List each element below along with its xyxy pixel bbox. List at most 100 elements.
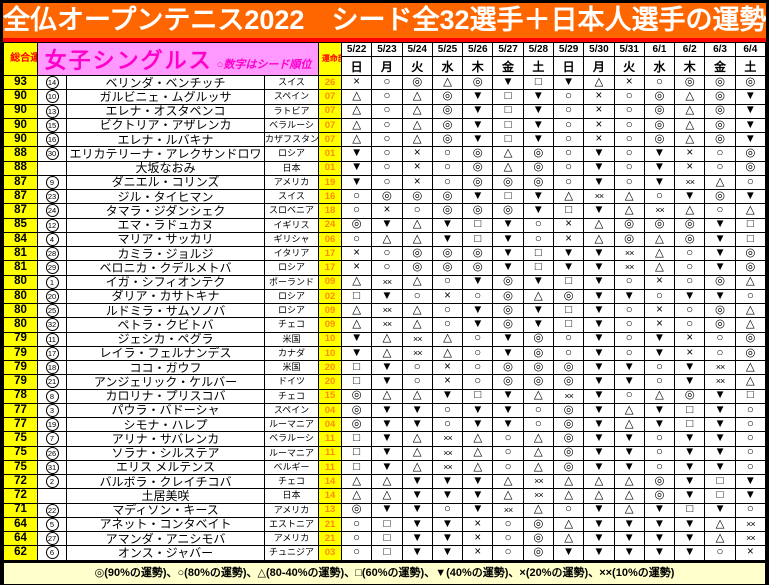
fortune-cell: ○ (341, 516, 373, 533)
fortune-cell: × (401, 160, 433, 176)
fortune-cell: ○ (522, 231, 554, 248)
country-cell: スロベニア (263, 203, 320, 219)
fortune-cell: △ (734, 302, 767, 319)
table-row: 71 22 マディソン・キース アメリカ 13 ◎ ▼ ▼ ○ ▼ ×× △ ○ ▼ △ ▼ □ ▼ ○ (3, 502, 767, 518)
fortune-cell: × (643, 302, 676, 319)
fortune-cell: ×× (704, 374, 736, 390)
day-header-cell: 金 (492, 56, 524, 76)
room-cell: 09 (318, 302, 343, 319)
fortune-cell: ×× (431, 431, 464, 447)
fortune-cell: ○ (371, 103, 403, 119)
section-header: 女子シングルス ○数字はシード順位 (36, 42, 320, 76)
fortune-cell: ○ (552, 160, 585, 176)
room-header: 運命部屋 (318, 42, 343, 76)
player-name: ソラナ・シルステア (66, 445, 265, 461)
fortune-cell: △ (613, 188, 645, 205)
country-cell: チェコ (263, 473, 320, 490)
seed-badge: 13 (45, 105, 59, 118)
seed-badge: 26 (45, 447, 59, 460)
fortune-cell: ▼ (583, 502, 615, 518)
fortune-cell: ○ (522, 402, 554, 419)
country-cell: 日本 (263, 488, 320, 504)
room-cell: 26 (318, 74, 343, 91)
fortune-cell: ◎ (522, 146, 554, 162)
fortune-cell: □ (674, 402, 706, 419)
fortune-cell: ▼ (583, 516, 615, 533)
fortune-cell: ◎ (552, 374, 585, 390)
fortune-cell: × (674, 146, 706, 162)
country-cell: ロシア (263, 146, 320, 162)
fortune-cell: ◎ (643, 103, 676, 119)
country-cell: チュニジア (263, 545, 320, 561)
fortune-cell: ○ (552, 117, 585, 134)
fortune-cell: ○ (704, 203, 736, 219)
date-header-cell: 5/27 (492, 41, 524, 58)
fortune-cell: △ (371, 488, 403, 504)
seed-badge: 15 (45, 119, 59, 132)
fortune-cell: ▼ (371, 502, 403, 518)
day-header-cell: 日 (341, 56, 373, 76)
fortune-cell: ◎ (643, 117, 676, 134)
fortune-cell: × (674, 160, 706, 176)
room-cell: 14 (318, 488, 343, 504)
fortune-cell: ▼ (431, 231, 464, 248)
fortune-cell: ▼ (462, 89, 494, 105)
fortune-cell: × (431, 359, 464, 376)
fortune-cell: × (431, 288, 464, 305)
fortune-cell: ○ (371, 160, 403, 176)
fortune-cell: ▼ (462, 317, 494, 333)
score-cell: 64 (3, 516, 38, 533)
seed-cell: 19 (37, 416, 67, 433)
score-cell: 79 (3, 331, 38, 347)
fortune-cell: △ (341, 117, 373, 134)
fortune-cell: ◎ (552, 431, 585, 447)
seed-badge: 11 (45, 333, 59, 346)
fortune-cell: ▼ (401, 545, 433, 561)
fortune-cell: ◎ (341, 416, 373, 433)
fortune-cell: △ (401, 89, 433, 105)
seed-badge: 10 (45, 90, 59, 103)
fortune-cell: ▼ (704, 288, 736, 305)
fortune-cell: ▼ (674, 545, 706, 561)
fortune-cell: ▼ (674, 473, 706, 490)
fortune-cell: ▼ (492, 217, 524, 233)
fortune-cell: □ (734, 217, 767, 233)
fortune-cell: □ (674, 502, 706, 518)
fortune-cell: ○ (401, 288, 433, 305)
seed-cell: 24 (37, 203, 67, 219)
fortune-cell: ▼ (371, 416, 403, 433)
table-row: 75 31 エリス メルテンス ベルギー 11 □ ▼ △ ×× △ ○ △ ◎ ▼ ▼ ○ ▼ ▼ ○ (3, 459, 767, 476)
score-cell: 90 (3, 103, 38, 119)
fortune-cell: △ (401, 388, 433, 404)
fortune-cell: ▼ (583, 374, 615, 390)
fortune-cell: ◎ (401, 74, 433, 91)
fortune-cell: ◎ (462, 160, 494, 176)
fortune-cell: △ (734, 274, 767, 290)
fortune-cell: △ (401, 131, 433, 148)
fortune-cell: △ (734, 374, 767, 390)
fortune-cell: ◎ (522, 359, 554, 376)
score-cell: 85 (3, 217, 38, 233)
fortune-cell: ▼ (674, 445, 706, 461)
fortune-cell: × (552, 231, 585, 248)
fortune-cell: ○ (462, 359, 494, 376)
player-name: ベリンダ・ベンチッチ (66, 74, 265, 91)
fortune-cell: △ (643, 260, 676, 276)
fortune-cell: ○ (734, 502, 767, 518)
fortune-cell: ○ (462, 345, 494, 362)
seed-badge (47, 490, 58, 501)
fortune-cell: ○ (431, 402, 464, 419)
room-cell: 21 (318, 530, 343, 547)
fortune-cell: ○ (552, 331, 585, 347)
seed-badge: 1 (45, 276, 59, 289)
seed-cell: 6 (37, 545, 67, 561)
fortune-cell: ◎ (492, 374, 524, 390)
fortune-cell: × (371, 203, 403, 219)
fortune-cell: ×× (431, 459, 464, 476)
fortune-cell: ×× (613, 260, 645, 276)
fortune-cell: ◎ (462, 203, 494, 219)
fortune-cell: ▼ (734, 131, 767, 148)
seed-badge: 18 (45, 361, 59, 374)
fortune-cell: ○ (704, 331, 736, 347)
seed-badge: 22 (45, 504, 59, 517)
